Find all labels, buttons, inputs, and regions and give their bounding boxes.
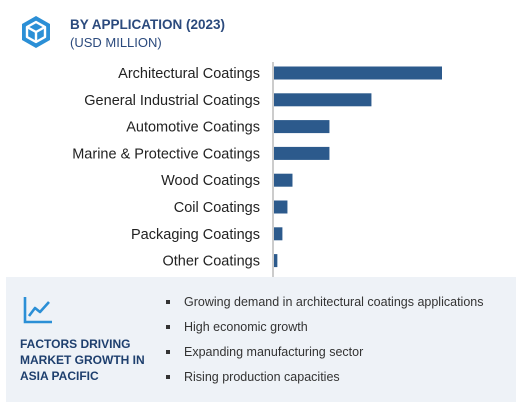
cube-icon — [22, 16, 50, 48]
category-label: Architectural Coatings — [118, 66, 260, 82]
bar — [274, 227, 283, 241]
panel-title-line: FACTORS DRIVING — [20, 337, 131, 351]
factor-item: Rising production capacities — [164, 370, 483, 395]
bar — [274, 254, 278, 268]
bar — [274, 120, 330, 134]
bar-chart: Architectural Coatings General Industrial… — [0, 60, 522, 278]
factor-item: Growing demand in architectural coatings… — [164, 295, 483, 320]
bar — [274, 66, 442, 80]
panel-title: FACTORS DRIVING MARKET GROWTH IN ASIA PA… — [20, 336, 160, 384]
bar — [274, 146, 330, 160]
category-label: General Industrial Coatings — [84, 93, 260, 109]
category-label: Packaging Coatings — [131, 227, 260, 243]
category-label: Marine & Protective Coatings — [72, 146, 260, 162]
panel-title-line: ASIA PACIFIC — [20, 369, 99, 383]
factor-item: Expanding manufacturing sector — [164, 345, 483, 370]
category-label: Wood Coatings — [161, 173, 260, 189]
trend-chart-icon — [23, 297, 52, 324]
category-label: Other Coatings — [162, 254, 260, 270]
factors-list: Growing demand in architectural coatings… — [164, 295, 483, 395]
category-label: Coil Coatings — [174, 200, 260, 216]
chart-subtitle: (USD MILLION) — [70, 35, 162, 50]
category-label: Automotive Coatings — [126, 120, 260, 136]
bar — [274, 173, 293, 187]
panel-title-line: MARKET GROWTH IN — [20, 353, 145, 367]
bar — [274, 93, 372, 107]
chart-title: BY APPLICATION (2023) — [70, 17, 226, 32]
bar-chart-svg: Architectural Coatings General Industrial… — [72, 62, 442, 278]
chart-header: BY APPLICATION (2023) (USD MILLION) — [0, 0, 522, 60]
growth-factors-panel: FACTORS DRIVING MARKET GROWTH IN ASIA PA… — [6, 277, 516, 402]
bar — [274, 200, 288, 214]
factor-item: High economic growth — [164, 320, 483, 345]
